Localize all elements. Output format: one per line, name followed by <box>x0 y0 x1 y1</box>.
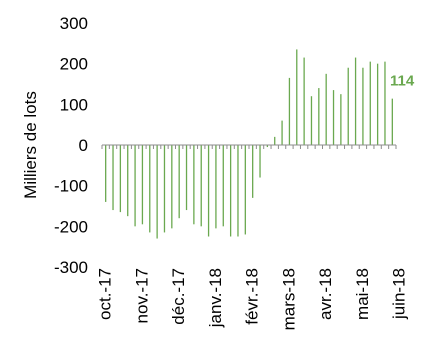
bars <box>105 49 393 239</box>
x-tick-label: nov.-17 <box>132 268 151 323</box>
x-tick-labels: oct.-17 nov.-17 déc.-17 janv.-18 févr.-18 mar… <box>96 268 409 330</box>
x-tick-label: févr.-18 <box>243 268 262 325</box>
x-tick-label: oct.-17 <box>96 268 115 320</box>
x-tick-label: juin-18 <box>390 268 409 320</box>
x-tick-label: déc.-17 <box>169 268 188 325</box>
y-axis-label: Milliers de lots <box>21 91 40 199</box>
last-value-label: 114 <box>390 73 415 90</box>
y-tick-label: -200 <box>54 217 88 236</box>
x-tick-label: mai-18 <box>353 268 372 320</box>
y-tick-label: 100 <box>60 95 88 114</box>
y-tick-labels: 300 200 100 0 -100 -200 -300 <box>54 14 88 277</box>
x-axis <box>101 144 397 149</box>
y-tick-label: -100 <box>54 177 88 196</box>
x-tick-label: janv.-18 <box>206 268 225 328</box>
x-tick-label: avr.-18 <box>316 268 335 320</box>
y-tick-label: 300 <box>60 14 88 33</box>
y-tick-label: 200 <box>60 55 88 74</box>
y-tick-label: 0 <box>79 136 88 155</box>
x-tick-label: mars-18 <box>279 268 298 330</box>
y-tick-label: -300 <box>54 258 88 277</box>
